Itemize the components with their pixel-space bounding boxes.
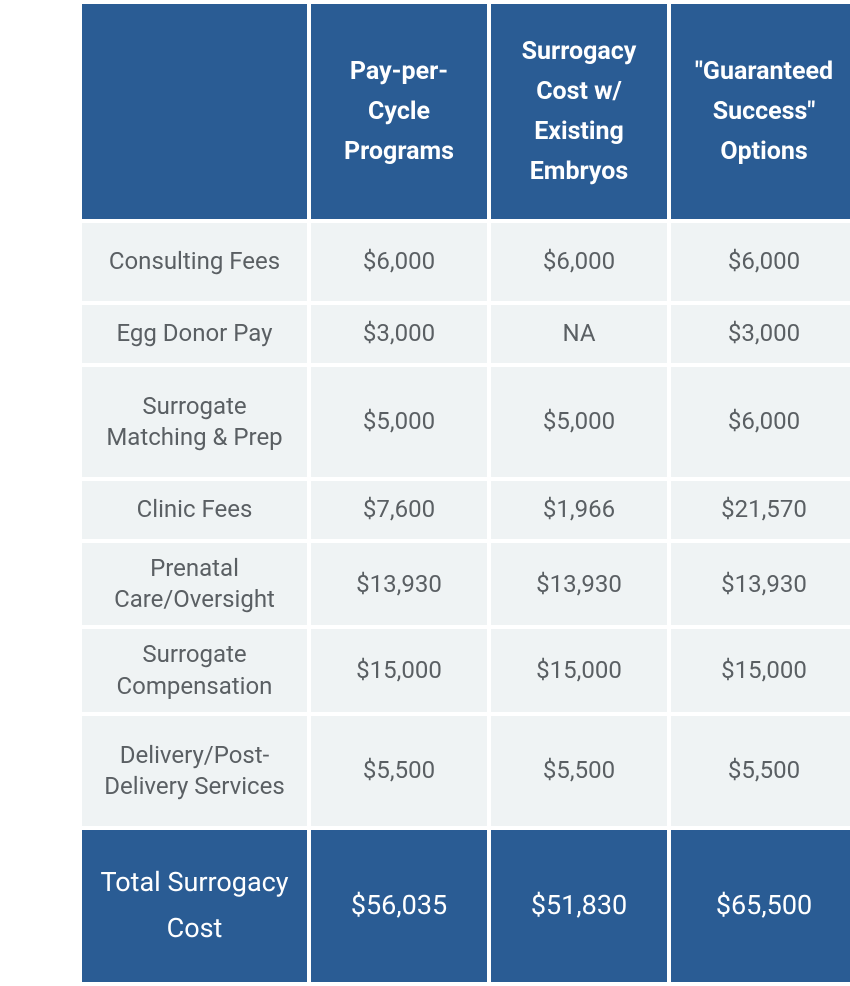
- header-col-3: "Guaranteed Success" Options: [671, 4, 850, 219]
- table-header: Pay-per-Cycle Programs Surrogacy Cost w/…: [82, 4, 850, 219]
- cell-value: $5,500: [491, 716, 667, 826]
- total-value: $56,035: [311, 830, 487, 982]
- cell-value: $5,000: [311, 367, 487, 477]
- table-row: Consulting Fees $6,000 $6,000 $6,000: [82, 223, 850, 301]
- cell-value: $6,000: [671, 223, 850, 301]
- cell-value: $5,000: [491, 367, 667, 477]
- row-label: Consulting Fees: [82, 223, 307, 301]
- cell-value: $1,966: [491, 481, 667, 539]
- total-value: $51,830: [491, 830, 667, 982]
- row-label: Surrogate Matching & Prep: [82, 367, 307, 477]
- total-label: Total Surrogacy Cost: [82, 830, 307, 982]
- table-row: Surrogate Compensation $15,000 $15,000 $…: [82, 629, 850, 711]
- row-label: Delivery/Post-Delivery Services: [82, 716, 307, 826]
- table-row: Prenatal Care/Oversight $13,930 $13,930 …: [82, 543, 850, 625]
- cell-value: $6,000: [491, 223, 667, 301]
- table-row: Clinic Fees $7,600 $1,966 $21,570: [82, 481, 850, 539]
- table-body: Consulting Fees $6,000 $6,000 $6,000 Egg…: [82, 223, 850, 982]
- cell-value: $3,000: [671, 305, 850, 363]
- cell-value: $6,000: [311, 223, 487, 301]
- cell-value: $7,600: [311, 481, 487, 539]
- table-row: Delivery/Post-Delivery Services $5,500 $…: [82, 716, 850, 826]
- cell-value: $15,000: [491, 629, 667, 711]
- cell-value: $13,930: [671, 543, 850, 625]
- table-row: Surrogate Matching & Prep $5,000 $5,000 …: [82, 367, 850, 477]
- cell-value: $5,500: [311, 716, 487, 826]
- table-row: Egg Donor Pay $3,000 NA $3,000: [82, 305, 850, 363]
- total-value: $65,500: [671, 830, 850, 982]
- cell-value: $13,930: [311, 543, 487, 625]
- cell-value: $15,000: [311, 629, 487, 711]
- cell-value: $3,000: [311, 305, 487, 363]
- row-label: Prenatal Care/Oversight: [82, 543, 307, 625]
- row-label: Surrogate Compensation: [82, 629, 307, 711]
- cell-value: $6,000: [671, 367, 850, 477]
- cell-value: $13,930: [491, 543, 667, 625]
- row-label: Clinic Fees: [82, 481, 307, 539]
- cost-comparison-table: Pay-per-Cycle Programs Surrogacy Cost w/…: [78, 0, 850, 986]
- cell-value: NA: [491, 305, 667, 363]
- cell-value: $5,500: [671, 716, 850, 826]
- cell-value: $21,570: [671, 481, 850, 539]
- header-col-2: Surrogacy Cost w/ Existing Embryos: [491, 4, 667, 219]
- cell-value: $15,000: [671, 629, 850, 711]
- row-label: Egg Donor Pay: [82, 305, 307, 363]
- cost-comparison-table-container: Pay-per-Cycle Programs Surrogacy Cost w/…: [0, 0, 850, 986]
- header-col-1: Pay-per-Cycle Programs: [311, 4, 487, 219]
- total-row: Total Surrogacy Cost $56,035 $51,830 $65…: [82, 830, 850, 982]
- header-blank: [82, 4, 307, 219]
